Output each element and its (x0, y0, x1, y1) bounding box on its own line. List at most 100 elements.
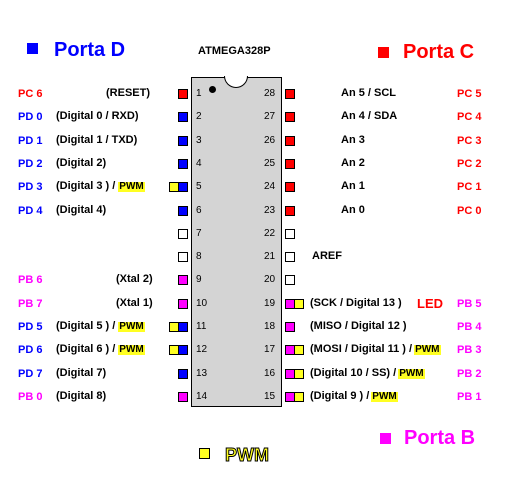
pin-15-number: 15 (264, 390, 276, 402)
pin-23-number: 23 (264, 204, 276, 216)
pin-24-function: An 1 (341, 180, 365, 193)
pin-5-function: (Digital 3 ) / (56, 180, 116, 193)
pin-5-box (178, 182, 188, 193)
pin-2-function: (Digital 0 / RXD) (56, 110, 139, 123)
pin-5-pwm-box (169, 182, 179, 193)
pin-15-port: PB 1 (457, 390, 482, 403)
porta-d-square-icon (27, 43, 38, 54)
pin-2-box (178, 112, 188, 123)
pin-4-box (178, 158, 188, 169)
pin-19-led-label: LED (417, 295, 443, 311)
pin-11-pwm-tag: PWM (118, 321, 145, 332)
pin-14-box (178, 391, 188, 402)
pin-7-number: 7 (196, 227, 202, 239)
pin-26-number: 26 (264, 134, 276, 146)
pin-28-number: 28 (264, 88, 276, 99)
pin-23-box (285, 205, 295, 216)
pin-27-number: 27 (264, 111, 276, 123)
pin-12-number: 12 (196, 344, 208, 356)
pin-15-function: (Digital 9 ) / (310, 389, 370, 402)
pin-6-function: (Digital 4) (56, 203, 107, 216)
pin-4-port: PD 2 (18, 157, 43, 170)
porta-d-title: Porta D (54, 39, 126, 61)
pin-14-port: PB 0 (18, 390, 43, 403)
pin-25-port: PC 2 (457, 157, 482, 170)
pin-1-port: PC 6 (18, 88, 43, 100)
pin-25-box (285, 158, 295, 169)
pin-5-port: PD 3 (18, 181, 43, 194)
pin-6-box (178, 205, 188, 216)
pin-19-function: (SCK / Digital 13 ) (310, 296, 402, 309)
pin-3-function: (Digital 1 / TXD) (56, 133, 138, 146)
pin-12-box (178, 345, 188, 356)
porta-c-title: Porta C (403, 41, 475, 63)
pin-28-function: An 5 / SCL (341, 87, 397, 99)
pin-12-function: (Digital 6 ) / (56, 343, 116, 356)
pin-3-box (178, 135, 188, 146)
pin1-marker-dot (209, 86, 216, 93)
pin-17-number: 17 (264, 344, 276, 356)
pin-4-number: 4 (196, 157, 202, 169)
pin-24-number: 24 (264, 181, 276, 193)
pin-13-box (178, 368, 188, 379)
pin-21-number: 21 (264, 251, 276, 263)
pin-28-box (285, 89, 295, 99)
porta-b-title: Porta B (404, 427, 476, 449)
pin-13-function: (Digital 7) (56, 366, 107, 379)
pin-17-port: PB 3 (457, 344, 482, 357)
pin-23-port: PC 0 (457, 204, 482, 217)
pin-3-number: 3 (196, 134, 202, 146)
pin-15-pwm-box (294, 391, 304, 402)
pin-26-box (285, 135, 295, 146)
pin-19-number: 19 (264, 297, 276, 309)
pin-4-function: (Digital 2) (56, 156, 107, 169)
pin-5-number: 5 (196, 181, 202, 193)
pin-10-port: PB 7 (18, 297, 43, 310)
pin-27-box (285, 112, 295, 123)
pin-1-box (178, 89, 188, 99)
pin-10-number: 10 (196, 297, 208, 309)
pwm-legend-label: PWM (225, 445, 270, 465)
pin-19-pwm-box (294, 298, 304, 309)
pin-14-number: 14 (196, 390, 208, 402)
pin-24-port: PC 1 (457, 181, 482, 194)
pin-13-port: PD 7 (18, 367, 43, 380)
pin-16-port: PB 2 (457, 367, 482, 380)
pin-16-number: 16 (264, 367, 276, 379)
pin-22-box (285, 228, 295, 239)
pin-8-box (178, 252, 188, 263)
pin-12-port: PD 6 (18, 344, 43, 357)
pin-25-number: 25 (264, 157, 276, 169)
pin-1-function: (RESET) (106, 87, 150, 99)
pin-11-function: (Digital 5 ) / (56, 320, 116, 332)
pin-27-function: An 4 / SDA (341, 110, 398, 123)
pin-26-port: PC 3 (457, 134, 482, 147)
pin-15-pwm-tag: PWM (371, 390, 398, 402)
pin-2-number: 2 (196, 111, 202, 123)
pin-3-port: PD 1 (18, 134, 43, 147)
pin-19-port: PB 5 (457, 297, 482, 310)
pin-18-number: 18 (264, 321, 276, 332)
pin-17-pwm-tag: PWM (414, 344, 441, 356)
pin-20-number: 20 (264, 274, 276, 286)
pin-10-box (178, 298, 188, 309)
pin-10-function: (Xtal 1) (116, 296, 153, 309)
pin-21-function: AREF (312, 250, 342, 263)
porta-b-square-icon (380, 433, 391, 444)
chip-body (191, 77, 282, 407)
pin-18-function: (MISO / Digital 12 ) (310, 320, 407, 332)
pin-12-pwm-tag: PWM (118, 344, 145, 356)
pin-2-port: PD 0 (18, 111, 43, 124)
pin-20-box (285, 275, 295, 286)
pin-6-number: 6 (196, 204, 202, 216)
pin-16-function: (Digital 10 / SS) / (310, 366, 397, 379)
pin-9-box (178, 275, 188, 286)
pin-9-port: PB 6 (18, 274, 43, 287)
pin-8-number: 8 (196, 251, 202, 263)
pin-14-function: (Digital 8) (56, 389, 107, 402)
pin-18-box (285, 322, 295, 332)
pin-16-pwm-tag: PWM (398, 367, 425, 379)
pin-25-function: An 2 (341, 156, 365, 169)
pin-9-function: (Xtal 2) (116, 273, 153, 286)
pin-26-function: An 3 (341, 133, 365, 146)
